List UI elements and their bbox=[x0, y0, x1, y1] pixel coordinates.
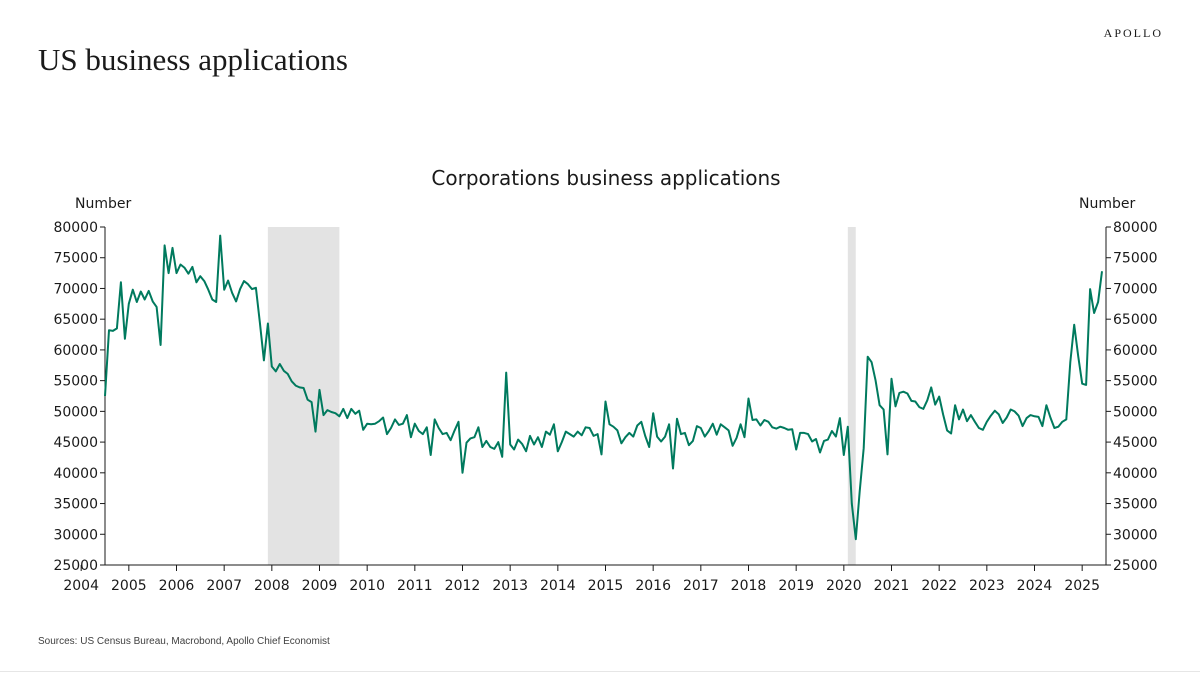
x-tick-label: 2010 bbox=[349, 578, 385, 594]
x-tick-label: 2020 bbox=[826, 578, 862, 594]
y-tick-label-left: 30000 bbox=[53, 527, 98, 543]
page-title: US business applications bbox=[38, 42, 348, 77]
brand-logo: APOLLO bbox=[1103, 26, 1163, 40]
x-tick-label: 2021 bbox=[874, 578, 910, 594]
x-tick-label: 2025 bbox=[1064, 578, 1100, 594]
x-tick-label: 2017 bbox=[683, 578, 719, 594]
axes: 25000 25000 30000 30000 35000 35000 40000 40000… bbox=[53, 220, 1157, 594]
x-tick-label: 2015 bbox=[588, 578, 624, 594]
y-tick-label-right: 30000 bbox=[1113, 527, 1158, 543]
y-tick-label-left: 45000 bbox=[53, 435, 98, 451]
y-tick-label-left: 70000 bbox=[53, 281, 98, 297]
x-tick-label: 2024 bbox=[1017, 578, 1053, 594]
x-tick-label: 2023 bbox=[969, 578, 1005, 594]
y-tick-label-left: 75000 bbox=[53, 251, 98, 267]
y-tick-label-left: 40000 bbox=[53, 466, 98, 482]
recession-band-1 bbox=[267, 227, 340, 565]
y-tick-label-right: 40000 bbox=[1113, 466, 1158, 482]
recession-bands bbox=[267, 227, 856, 565]
x-tick-label: 2004 bbox=[63, 578, 99, 594]
y-tick-label-right: 70000 bbox=[1113, 281, 1158, 297]
x-tick-label: 2011 bbox=[397, 578, 433, 594]
x-tick-label: 2018 bbox=[731, 578, 767, 594]
y-axis-label-left: Number bbox=[75, 196, 131, 212]
y-tick-label-right: 65000 bbox=[1113, 312, 1158, 328]
x-tick-label: 2014 bbox=[540, 578, 576, 594]
series-line-1 bbox=[104, 234, 1103, 541]
x-tick-label: 2005 bbox=[111, 578, 147, 594]
x-tick-label: 2022 bbox=[921, 578, 957, 594]
y-tick-label-left: 60000 bbox=[53, 343, 98, 359]
y-tick-label-right: 25000 bbox=[1113, 558, 1158, 574]
y-tick-label-left: 25000 bbox=[53, 558, 98, 574]
x-tick-label: 2008 bbox=[254, 578, 290, 594]
x-tick-label: 2009 bbox=[302, 578, 338, 594]
series-layer bbox=[104, 234, 1103, 541]
y-tick-label-right: 55000 bbox=[1113, 374, 1158, 390]
y-tick-label-right: 45000 bbox=[1113, 435, 1158, 451]
x-tick-label: 2006 bbox=[159, 578, 195, 594]
y-tick-label-left: 55000 bbox=[53, 374, 98, 390]
recession-band-2 bbox=[847, 227, 856, 565]
y-tick-label-left: 50000 bbox=[53, 404, 98, 420]
x-tick-label: 2016 bbox=[635, 578, 671, 594]
y-axis-label-right: Number bbox=[1079, 196, 1135, 212]
y-tick-label-right: 35000 bbox=[1113, 497, 1158, 513]
y-tick-label-left: 35000 bbox=[53, 497, 98, 513]
y-tick-label-right: 80000 bbox=[1113, 220, 1158, 236]
bottom-divider bbox=[0, 671, 1200, 672]
chart-title: Corporations business applications bbox=[431, 166, 780, 190]
x-tick-label: 2019 bbox=[778, 578, 814, 594]
x-tick-label: 2012 bbox=[445, 578, 481, 594]
y-tick-label-right: 50000 bbox=[1113, 404, 1158, 420]
x-tick-label: 2013 bbox=[492, 578, 528, 594]
x-tick-label: 2007 bbox=[206, 578, 242, 594]
y-tick-label-right: 60000 bbox=[1113, 343, 1158, 359]
source-note: Sources: US Census Bureau, Macrobond, Ap… bbox=[38, 636, 330, 647]
y-tick-label-left: 65000 bbox=[53, 312, 98, 328]
y-tick-label-left: 80000 bbox=[53, 220, 98, 236]
y-tick-label-right: 75000 bbox=[1113, 251, 1158, 267]
